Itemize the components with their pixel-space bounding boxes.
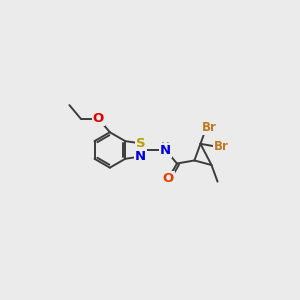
Text: S: S	[136, 137, 146, 150]
Text: N: N	[135, 150, 146, 163]
Text: O: O	[93, 112, 104, 125]
Text: H: H	[161, 142, 170, 152]
Text: N: N	[160, 144, 171, 157]
Text: Br: Br	[202, 121, 217, 134]
Text: Br: Br	[214, 140, 228, 153]
Text: O: O	[163, 172, 174, 185]
